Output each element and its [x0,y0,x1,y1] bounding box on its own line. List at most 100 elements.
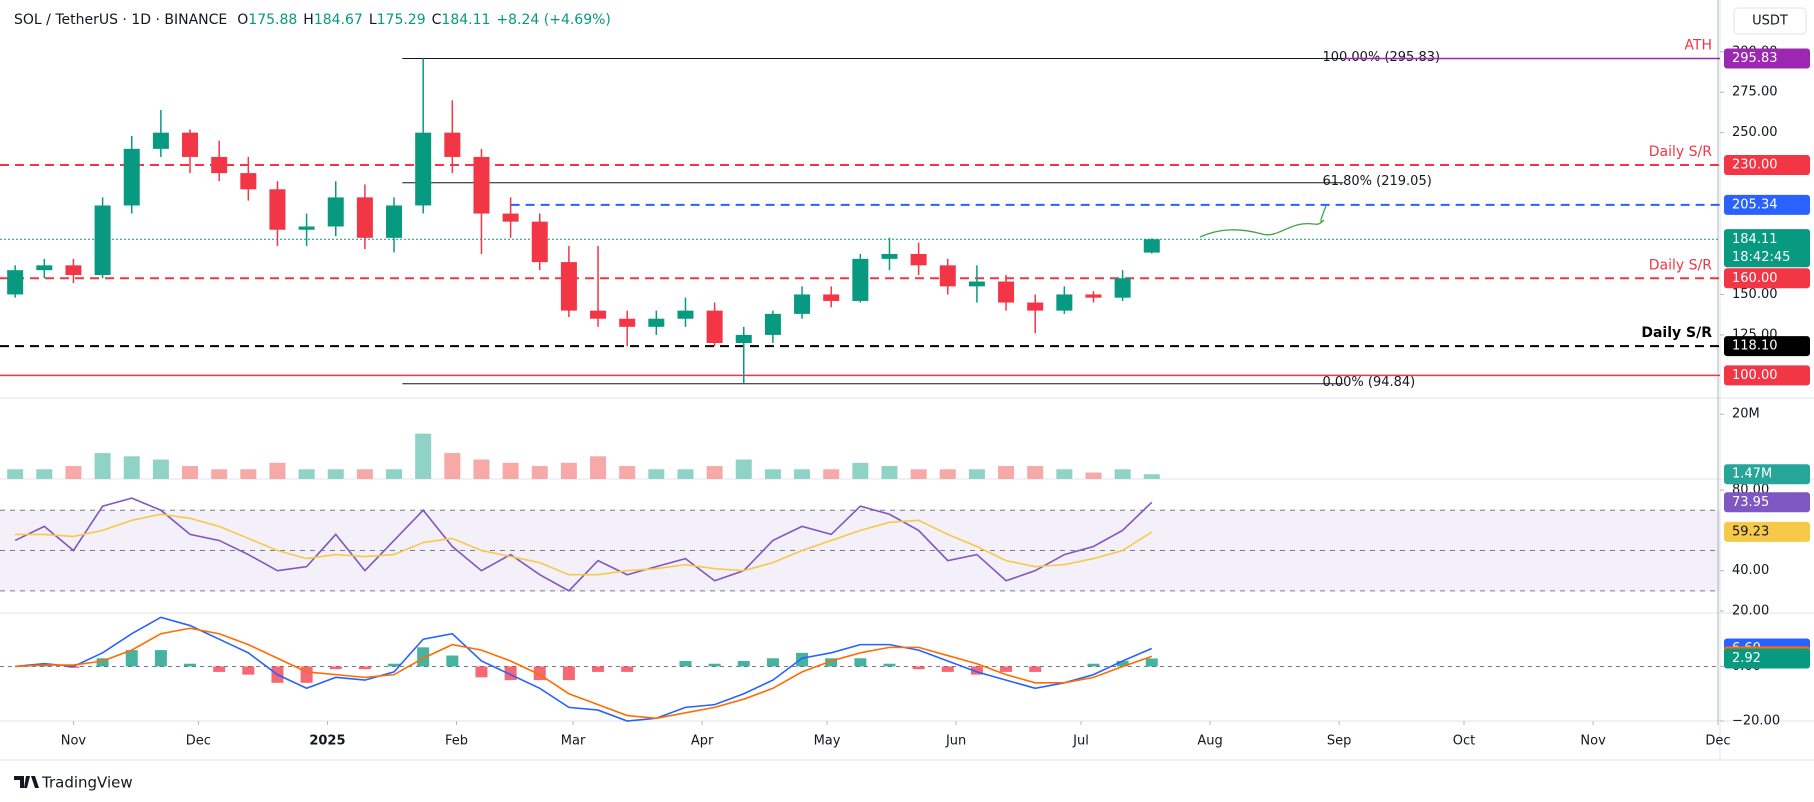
candle-body [502,213,519,222]
x-tick-label: May [814,734,841,749]
candle-body [473,156,490,214]
volume-bar [823,469,840,479]
candle-body [560,262,577,311]
level-price-box [1724,365,1810,386]
currency-box[interactable] [1733,7,1807,35]
histogram-bar [417,647,430,667]
histogram-bar [708,663,721,667]
y-tick-label: 275.00 [1732,85,1778,100]
indicator-line [15,616,1153,722]
x-tick-label: Sep [1327,734,1352,749]
histogram-bar [475,666,488,678]
volume-bar [881,466,898,479]
volume-bar [444,453,461,479]
histogram-bar [358,666,371,670]
candle-body [910,254,927,266]
volume-bar [560,462,577,479]
change: +8.24 (+4.69%) [496,12,610,28]
y-tick-label: 20.00 [1732,603,1769,618]
indicator-last-box [1724,492,1810,513]
candle-body [823,294,840,301]
fib-label: 0.00% (94.84) [1322,375,1415,390]
level-price-box [1724,155,1810,176]
tradingview-logo: TradingView [14,774,133,792]
last-price-box [1724,229,1810,268]
logo-mark [14,776,39,788]
histogram-bar [883,663,896,667]
volume-bar [240,469,257,479]
level-label: Daily S/R [1641,325,1712,341]
volume-bar [36,469,53,479]
candle-body [881,254,898,259]
x-tick-label: Jun [945,734,966,749]
fib-label: 100.00% (295.83) [1322,50,1440,65]
symbol: SOL / TetherUS · 1D · BINANCE [14,12,227,28]
volume-bar [677,469,694,479]
histogram-bar [213,666,226,672]
histogram-bar [125,650,138,667]
histogram-bar [1029,666,1042,672]
histogram-bar [679,661,692,667]
histogram-bar [592,666,605,672]
volume-bar [590,456,607,479]
histogram-bar [242,666,255,675]
ohlc-value: 175.29 [377,12,426,28]
candle-body [327,197,344,227]
volume-bar [7,469,24,479]
last-price: 184.11 [1732,232,1778,247]
histogram-bar [941,666,954,672]
volume-bar [648,469,665,479]
volume-bar [65,466,82,479]
volume-last-box [1724,464,1810,485]
indicator-line [15,627,1153,720]
candle-body [590,310,607,319]
candle-body [123,148,140,206]
candle-body [1114,278,1131,298]
volume-bar [998,466,1015,479]
histogram-bar [562,666,575,681]
volume-bar [1085,472,1102,479]
indicator-last: 59.23 [1732,524,1769,539]
volume-bar [269,462,286,479]
volume-bar [211,469,228,479]
x-tick-label: 2025 [309,734,345,749]
histogram-bar [854,658,867,667]
volume-bar [764,469,781,479]
level-label: Daily S/R [1649,257,1712,273]
histogram-bar [796,652,809,667]
level-label: Daily S/R [1649,144,1712,160]
volume-bar [794,469,811,479]
histogram-last-box [1724,648,1810,669]
ohlc-value: 175.88 [248,12,297,28]
last-price-countdown: 18:42:45 [1732,250,1790,265]
candle-body [1143,239,1160,253]
y-tick-label: −20.00 [1732,714,1780,729]
level-price-box [1724,194,1810,215]
ohlc-label: C [432,12,442,28]
candle-body [7,270,24,295]
candle-body [794,294,811,314]
x-tick-label: Mar [561,734,586,749]
volume-bar [706,466,723,479]
volume-bar [298,469,315,479]
brand: TradingView [41,774,133,792]
histogram-bar [621,666,634,672]
candle-body [36,265,53,271]
candle-body [1027,302,1044,311]
candle-body [444,132,461,157]
histogram-bar [96,658,109,667]
level-price: 295.83 [1732,51,1778,66]
level-price: 230.00 [1732,158,1778,173]
candle-body [648,318,665,327]
candle-body [356,197,373,238]
histogram-bar [1000,666,1013,672]
histogram-bar [388,663,401,667]
indicator-last: 73.95 [1732,495,1769,510]
histogram-bar [766,658,779,667]
volume-bar [910,469,927,479]
ohlc-value: 184.11 [441,12,490,28]
volume-bar [735,459,752,479]
volume-bar [327,469,344,479]
